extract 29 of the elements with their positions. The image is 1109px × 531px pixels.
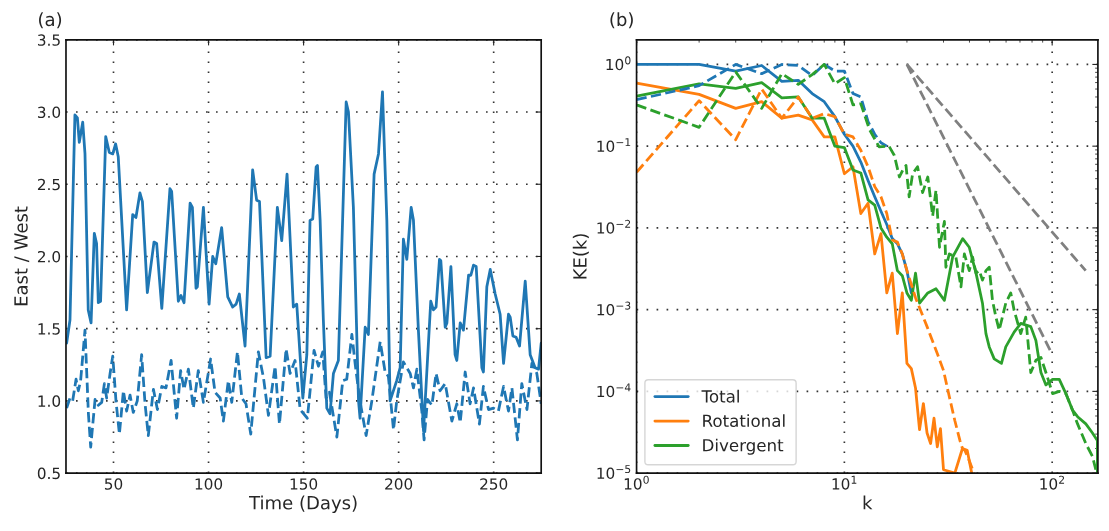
x-axis-title: k xyxy=(863,495,873,510)
y-tick-label: 2.5 xyxy=(37,178,60,191)
x-axis-title: Time (Days) xyxy=(249,495,357,514)
x-tick-label: 10$^{2}$ xyxy=(1040,475,1065,490)
y-tick-label: 10$^{−3}$ xyxy=(597,301,631,316)
legend-label: Total xyxy=(701,389,739,403)
y-axis-title: KE(k) xyxy=(572,234,589,279)
y-tick-label: 2.0 xyxy=(37,250,61,263)
x-tick-label: 200 xyxy=(385,478,413,490)
y-axis-title: East / West xyxy=(14,206,30,306)
y-tick-label: 3.0 xyxy=(37,106,61,119)
chart-title: (a) xyxy=(39,12,62,29)
y-tick-label: 10$^{−2}$ xyxy=(597,219,631,234)
x-tick-label: 250 xyxy=(480,478,508,490)
y-tick-label: 10$^{0}$ xyxy=(606,56,631,71)
x-tick-label: 10$^{0}$ xyxy=(624,475,649,490)
chart-title: (b) xyxy=(610,12,633,29)
y-tick-label: 1.0 xyxy=(38,395,61,407)
legend-label: Rotational xyxy=(703,414,785,428)
x-tick-label: 150 xyxy=(290,478,318,490)
y-tick-label: 1.5 xyxy=(38,323,60,335)
legend-label: Divergent xyxy=(703,438,784,455)
x-tick-label: 50 xyxy=(104,478,123,490)
y-tick-label: 0.5 xyxy=(37,467,60,480)
y-tick-label: 3.5 xyxy=(37,34,60,46)
x-tick-label: 100 xyxy=(195,478,223,490)
x-tick-label: 10$^{1}$ xyxy=(832,475,857,490)
y-tick-label: 10$^{−4}$ xyxy=(597,383,631,398)
y-tick-label: 10$^{−1}$ xyxy=(597,138,631,153)
